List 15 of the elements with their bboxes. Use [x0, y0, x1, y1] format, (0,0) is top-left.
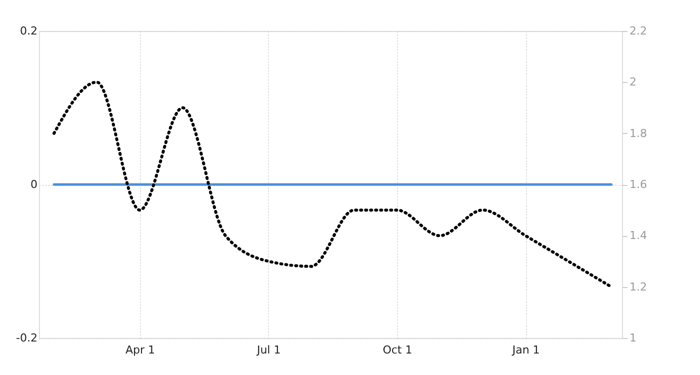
y2-tick-label: 2: [630, 76, 636, 89]
line-series: [52, 80, 613, 288]
y-tick-label: 0.2: [20, 24, 38, 38]
y2-tick-label: 1: [630, 332, 636, 344]
y2-tick-label: 2.2: [630, 24, 647, 38]
x-tick-label: Jul 1: [256, 344, 281, 356]
y-tick-label: -0.2: [16, 332, 38, 344]
x-tick-label: Apr 1: [125, 344, 156, 356]
y2-tick-label: 1.4: [630, 229, 647, 242]
y2-tick-label: 1.2: [630, 280, 647, 294]
y2-tick-label: 1.8: [630, 126, 647, 140]
x-tick-label: Jan 1: [511, 344, 540, 356]
x-tick-label: Oct 1: [382, 344, 412, 356]
y-tick-label: 0: [30, 178, 38, 191]
y2-tick-label: 1.6: [630, 178, 647, 191]
